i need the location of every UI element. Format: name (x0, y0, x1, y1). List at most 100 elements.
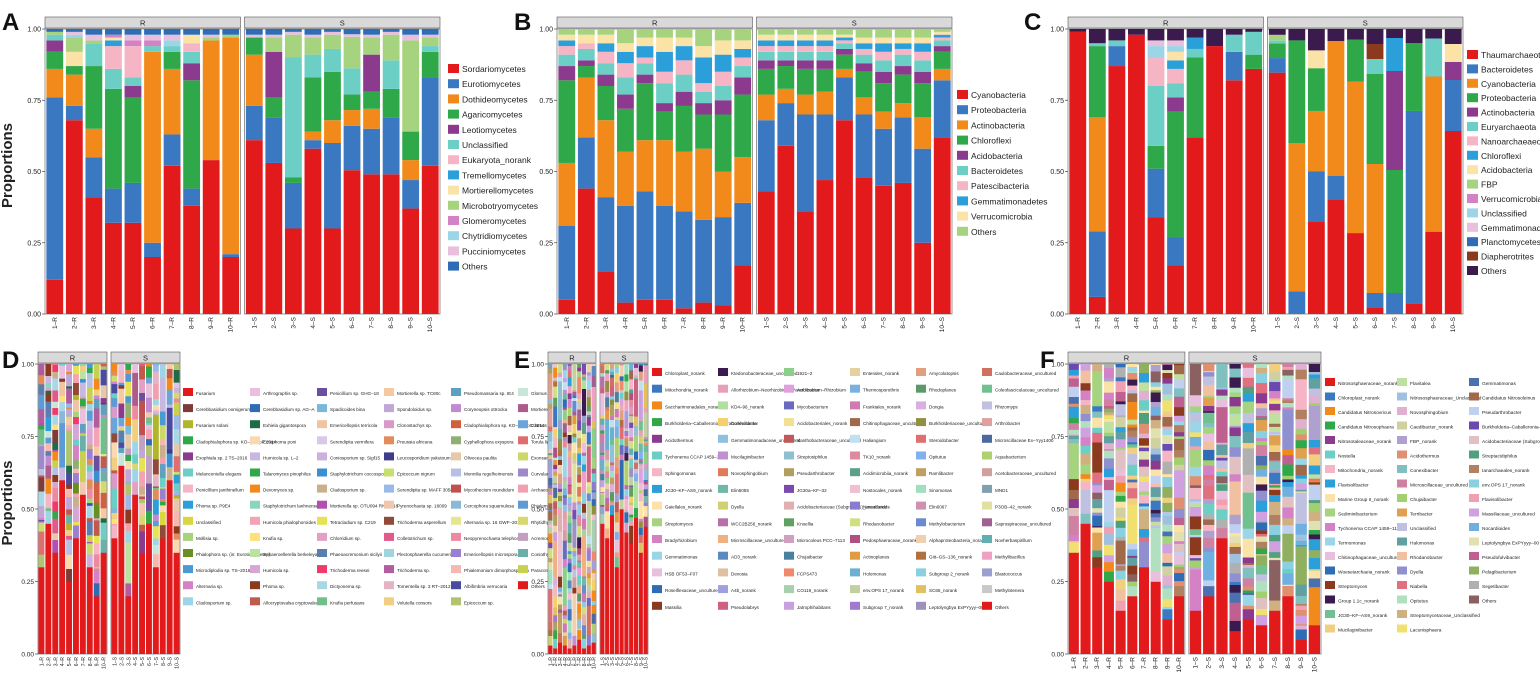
bar-segment-phialemonipsis-curvata (59, 422, 66, 468)
bar-segment-streptosiphilus (633, 425, 639, 436)
bar-segment-steroidobacter (548, 426, 553, 432)
bar-segment-paraconlyris-selenospora (93, 566, 100, 569)
bar-segment-cladophialophora-sp-ko-groupc-2014 (93, 481, 100, 504)
bar-segment-opitutus (1229, 413, 1241, 417)
bar-segment-chujaibacter (1255, 440, 1268, 446)
bar-segment-alternaria-sp- (111, 381, 118, 385)
bar-segment-dictyonema-sp- (173, 429, 180, 445)
bar-segment-cladosporium-sp- (79, 405, 86, 409)
legend-swatch (784, 468, 794, 477)
legend-swatch (518, 532, 528, 541)
bar-segment-fusarium (159, 538, 166, 654)
bar-segment-acidobacteriaceae-subgroup-1-uncultured (633, 375, 639, 378)
bar-segment-coryneopsis-ottrocka (93, 395, 100, 399)
legend-swatch (957, 120, 968, 130)
bar-segment-streptomyces (1092, 556, 1103, 568)
legend-label: Novosphingobium (1410, 410, 1448, 416)
bar-segment-others (1347, 29, 1364, 40)
legend-swatch (1397, 436, 1407, 444)
legend-swatch (850, 418, 860, 427)
bar-segment-chloroplast-norank (629, 543, 634, 654)
y-tick-label: 0.00 (531, 652, 544, 659)
bar-segment-phoma-sp- (125, 509, 132, 524)
bar-segment-segetibacter (1229, 562, 1241, 574)
bar-segment-sinomonas (600, 372, 605, 377)
bar-segment-others (1444, 29, 1462, 44)
bar-segment-pseudofulvibacter (1103, 405, 1114, 409)
bar-segment-candidatus-nitrosophaera (1115, 495, 1126, 502)
bar-segment-fusarium (111, 538, 118, 654)
bar-segment-acetobacteraceae-uncultured (586, 389, 591, 398)
legend-label: Actinoplanes (863, 555, 890, 560)
bar-segment-others (714, 29, 732, 41)
bar-segment-mucilaginibacter (1068, 540, 1079, 543)
bar-segment-dictyonema-sp- (59, 401, 66, 412)
bar-segment-fusarium-solani (72, 394, 79, 400)
legend-label: Planctomycetes (1481, 237, 1540, 247)
bar-segment-flavisolibacter (1308, 538, 1321, 551)
legend-label: Microscillaceae_uncultured (731, 538, 787, 543)
legend-swatch (384, 500, 394, 509)
legend-swatch (448, 170, 459, 180)
bar-segment-acidobacteria (855, 63, 873, 72)
x-tick-label: 4–R (622, 317, 629, 329)
bar-segment-sordariomycetes (304, 148, 322, 314)
legend-label: Others (531, 584, 545, 589)
bar-segment-acidobacteria (914, 71, 932, 84)
bar-segment-conexibacter (614, 372, 619, 383)
bar-segment-cyphellophora-oxyspora (72, 458, 79, 469)
bar-segment-agaricomycetes (304, 77, 322, 132)
bar-segment-allorhizobium-neorhizobium-pararhizobium-rhizobium (638, 430, 643, 437)
legend-swatch (784, 601, 794, 610)
bar-segment-bacteroidetes (695, 91, 713, 104)
y-tick-label: 0.25 (539, 240, 553, 247)
bar-segment-massilia (557, 459, 563, 465)
legend-swatch (718, 518, 728, 527)
bar-segment-burkholderiaceae-uncultured (586, 397, 591, 407)
bar-segment-1921-2 (562, 567, 567, 606)
bar-segment-rhodanobacter (1127, 482, 1138, 489)
bar-segment-clonostachys-sp- (111, 473, 118, 489)
bar-segment-verrucomicrobia (816, 34, 834, 41)
bar-segment-allocryptovalsa-cryptovalsoidea (111, 470, 118, 474)
bar-segment-rhodanobacter (586, 486, 591, 494)
bar-segment-p3ob-42-norank (577, 430, 582, 439)
legend-swatch (250, 532, 260, 541)
bar-segment-conexibacter (577, 496, 582, 502)
bar-segment-glomeromycetes (144, 40, 161, 47)
x-tick-label: 9–S (408, 316, 415, 328)
bar-segment-dothideomycetes (363, 108, 380, 129)
bar-segment-glomus-sp-8-zhnl-2013a (111, 417, 118, 434)
legend-swatch (317, 532, 327, 541)
y-tick-label: 0.25 (531, 579, 544, 586)
x-tick-label: 3–R (603, 317, 610, 329)
bar-segment-amycolatopsis (557, 473, 563, 484)
bar-segment-massiliaceae-uncultured (1189, 506, 1202, 515)
legend-label: Knoellia (797, 521, 814, 526)
legend-label: Mitochondria_norank (665, 388, 709, 393)
x-tick-label: 6–R (150, 317, 157, 329)
legend-label: Preussia africana (397, 439, 433, 444)
bar-segment-curvularia-sp- (38, 445, 45, 470)
x-tick-label: 3–S (610, 656, 616, 666)
bar-segment-acidobacteriaceae-subgroup-1-uncultured (1282, 496, 1294, 508)
bar-segment-cyanobacteria (777, 145, 795, 314)
bar-segment-unclassified (1308, 388, 1321, 396)
bar-segment-halomonas (1242, 431, 1255, 444)
bar-segment-ectophoma-poni (173, 539, 180, 553)
x-tick-label: 5–S (329, 316, 336, 328)
bar-segment-nitrosotaleaceae-norank (1242, 557, 1255, 564)
legend-label: Ianarchaeales_norank (1482, 468, 1530, 474)
legend-swatch (1325, 552, 1335, 560)
bar-segment-subgroup-2-norank (577, 504, 582, 516)
legend-swatch (718, 468, 728, 477)
legend-label: Caulobacteraceae_uncultured (995, 371, 1057, 376)
bar-segment-actinobacteria (656, 140, 673, 206)
bar-segment-agaricomycetes (284, 177, 302, 183)
bar-segment-preussia-africana (173, 533, 180, 540)
bar-segment-acidothermus (1295, 623, 1307, 626)
bar-segment-amycolatopsis (614, 382, 619, 393)
bar-segment-cyanobacteria (1088, 117, 1106, 232)
bar-segment-others (421, 29, 439, 35)
bar-segment-pseudolabrys (605, 507, 610, 512)
